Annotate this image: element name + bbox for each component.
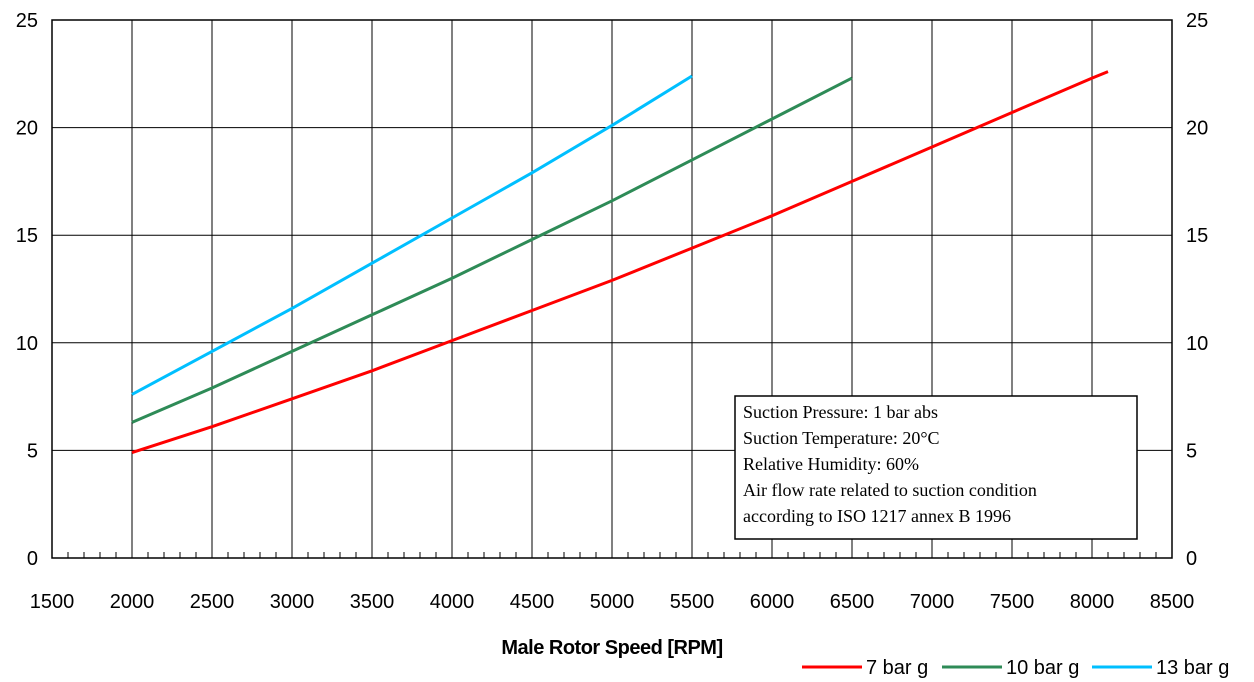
y-tick-labels-left: 0 5 10 15 20 25 <box>16 10 38 570</box>
y-tick-label-right-0: 0 <box>1186 548 1197 570</box>
y-tick-label-right-5: 5 <box>1186 440 1197 462</box>
x-tick-label-3000: 3000 <box>270 591 315 613</box>
annotation-line-2: Suction Temperature: 20°C <box>743 428 940 448</box>
x-tick-label-7500: 7500 <box>990 591 1035 613</box>
annotation-box: Suction Pressure: 1 bar abs Suction Temp… <box>734 395 1138 540</box>
y-tick-label-left-20: 20 <box>16 118 38 140</box>
x-tick-label-3500: 3500 <box>350 591 395 613</box>
annotation-line-5: according to ISO 1217 annex B 1996 <box>743 506 1011 526</box>
y-tick-labels-right: 0 5 10 15 20 25 <box>1186 10 1208 570</box>
y-tick-label-left-10: 10 <box>16 333 38 355</box>
series-line-2 <box>131 76 853 424</box>
series-line-3 <box>131 74 693 396</box>
x-tick-label-1500: 1500 <box>30 591 75 613</box>
y-tick-label-right-25: 25 <box>1186 10 1208 32</box>
plot-frame <box>51 19 1173 559</box>
legend-label-10-bar: 10 bar g <box>1006 657 1079 679</box>
x-tick-label-6000: 6000 <box>750 591 795 613</box>
y-tick-label-left-0: 0 <box>27 548 38 570</box>
x-tick-label-4000: 4000 <box>430 591 475 613</box>
x-tick-labels: 1500 2000 2500 3000 3500 4000 4500 5000 5500 6000… <box>30 591 1195 613</box>
x-tick-label-7000: 7000 <box>910 591 955 613</box>
x-tick-label-2000: 2000 <box>110 591 155 613</box>
legend-label-7-bar: 7 bar g <box>866 657 928 679</box>
x-tick-label-6500: 6500 <box>830 591 875 613</box>
x-tick-label-5500: 5500 <box>670 591 715 613</box>
legend: 7 bar g 10 bar g 13 bar g <box>802 657 1229 679</box>
y-tick-label-right-15: 15 <box>1186 225 1208 247</box>
y-tick-label-left-15: 15 <box>16 225 38 247</box>
annotation-line-3: Relative Humidity: 60% <box>743 454 919 474</box>
x-tick-label-8000: 8000 <box>1070 591 1115 613</box>
y-tick-label-left-25: 25 <box>16 10 38 32</box>
annotation-frame <box>734 395 1138 540</box>
series-line-1 <box>131 70 1109 455</box>
x-tick-label-2500: 2500 <box>190 591 235 613</box>
x-tick-label-4500: 4500 <box>510 591 555 613</box>
x-tick-label-5000: 5000 <box>590 591 635 613</box>
y-tick-label-right-20: 20 <box>1186 118 1208 140</box>
annotation-line-1: Suction Pressure: 1 bar abs <box>743 402 938 422</box>
x-axis-title: Male Rotor Speed [RPM] <box>501 637 722 659</box>
x-tick-label-8500: 8500 <box>1150 591 1195 613</box>
annotation-line-4: Air flow rate related to suction conditi… <box>743 480 1037 500</box>
y-tick-label-right-10: 10 <box>1186 333 1208 355</box>
legend-label-13-bar: 13 bar g <box>1156 657 1229 679</box>
series-lines <box>131 70 1109 455</box>
y-tick-label-left-5: 5 <box>27 440 38 462</box>
